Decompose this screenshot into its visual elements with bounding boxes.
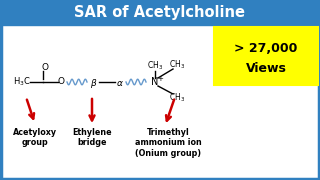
Text: $\rm CH_3$: $\rm CH_3$: [169, 59, 185, 71]
Text: O: O: [58, 78, 65, 87]
Text: Trimethyl
ammonium ion
(Onium group): Trimethyl ammonium ion (Onium group): [135, 128, 201, 158]
Text: Views: Views: [245, 62, 286, 75]
Text: β: β: [90, 80, 96, 89]
Text: α: α: [117, 80, 123, 89]
Text: $\rm CH_3$: $\rm CH_3$: [169, 92, 185, 104]
Bar: [1, 1, 319, 25]
Text: +: +: [157, 76, 163, 82]
Bar: [214, 27, 318, 85]
Text: O: O: [42, 62, 49, 71]
Text: $\rm CH_3$: $\rm CH_3$: [147, 60, 163, 72]
Text: $\rm H_3C$: $\rm H_3C$: [13, 76, 31, 88]
Text: SAR of Acetylcholine: SAR of Acetylcholine: [75, 6, 245, 21]
Text: N: N: [151, 77, 159, 87]
Text: Ethylene
bridge: Ethylene bridge: [72, 128, 112, 147]
Text: Acetyloxy
group: Acetyloxy group: [13, 128, 57, 147]
Text: > 27,000: > 27,000: [234, 42, 298, 55]
